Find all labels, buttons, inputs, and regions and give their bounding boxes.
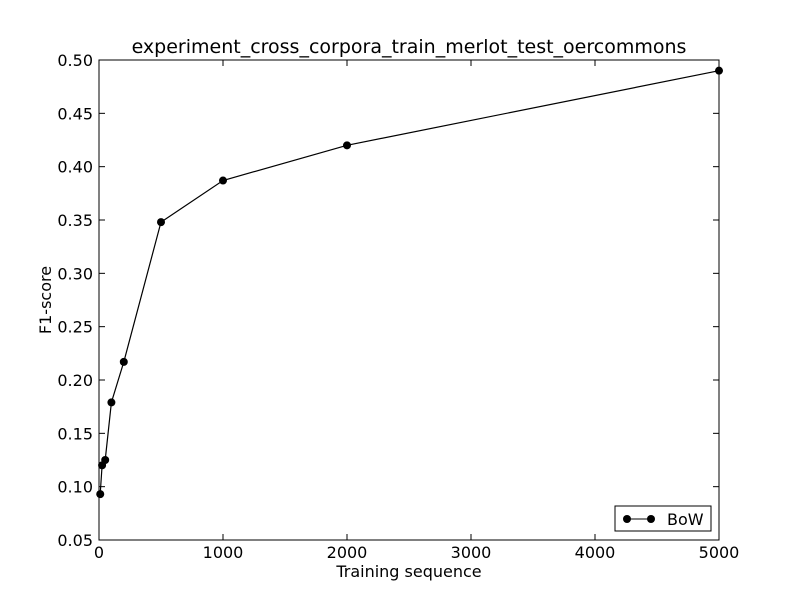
y-tick-label: 0.50 xyxy=(57,51,93,70)
legend-label: BoW xyxy=(667,510,704,529)
y-axis-label: F1-score xyxy=(36,266,55,334)
y-tick-label: 0.35 xyxy=(57,211,93,230)
data-point xyxy=(107,398,116,407)
x-tick-label: 4000 xyxy=(575,543,616,562)
y-tick-label: 0.45 xyxy=(57,104,93,123)
data-point xyxy=(96,490,105,499)
y-tick-label: 0.25 xyxy=(57,318,93,337)
data-point xyxy=(101,456,110,464)
plot-frame xyxy=(98,59,720,541)
x-tick-label: 3000 xyxy=(451,543,492,562)
data-point xyxy=(157,218,165,227)
legend: BoW xyxy=(614,505,712,532)
chart-title: experiment_cross_corpora_train_merlot_te… xyxy=(132,36,687,58)
x-tick-label: 5000 xyxy=(699,543,740,562)
legend-marker-left xyxy=(623,515,631,523)
y-tick-label: 0.40 xyxy=(57,158,93,177)
data-point xyxy=(219,176,227,185)
y-tick-label: 0.10 xyxy=(57,478,93,497)
axis-ticks: 0 1000 2000 3000 4000 5000 0.05 0.10 0.15 0.20 0.2… xyxy=(57,51,739,562)
y-tick-label: 0.30 xyxy=(57,264,93,283)
y-tick-label: 0.15 xyxy=(57,424,93,443)
x-tick-label: 0 xyxy=(94,543,104,562)
legend-marker-right xyxy=(647,515,655,523)
x-tick-label: 2000 xyxy=(327,543,368,562)
series-layer xyxy=(96,66,723,499)
y-tick-label: 0.20 xyxy=(57,371,93,390)
data-point xyxy=(343,141,351,150)
data-point xyxy=(119,357,128,366)
y-tick-label: 0.05 xyxy=(57,531,93,550)
x-axis-label: Training sequence xyxy=(335,562,481,581)
x-tick-label: 1000 xyxy=(203,543,244,562)
